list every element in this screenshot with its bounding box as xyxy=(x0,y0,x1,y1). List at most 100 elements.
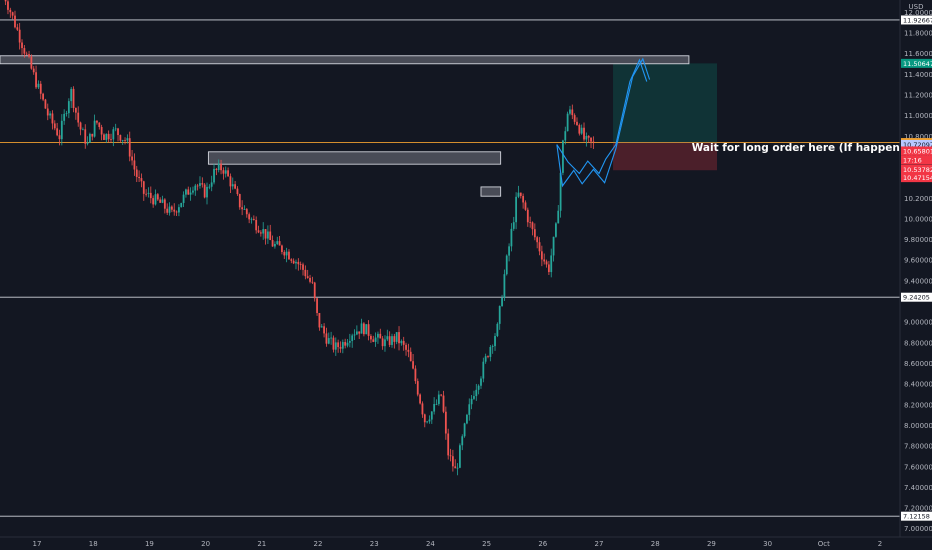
candle-body xyxy=(552,236,555,256)
candle-body xyxy=(79,122,82,130)
candle-body xyxy=(555,223,557,237)
candle-body xyxy=(346,342,349,346)
y-tick-label: 8.20000 xyxy=(904,401,932,409)
candle-body xyxy=(309,277,311,282)
candle-body xyxy=(89,133,91,143)
candle-body xyxy=(341,342,344,349)
candle-body xyxy=(259,232,262,234)
candle-body xyxy=(220,163,222,171)
candle-body xyxy=(241,207,244,210)
candle-body xyxy=(313,282,316,299)
candle-body xyxy=(210,182,213,187)
x-tick-label: 21 xyxy=(257,540,266,548)
candle-body xyxy=(550,255,553,273)
y-tick-label: 8.40000 xyxy=(904,381,932,389)
x-tick-label: 29 xyxy=(707,540,716,548)
candle-body xyxy=(508,246,510,256)
x-tick-label: 28 xyxy=(651,540,660,548)
candle-body xyxy=(255,219,258,231)
price-tag-label: 10.47154 xyxy=(903,174,932,182)
x-tick-label: 30 xyxy=(763,540,772,548)
candle-body xyxy=(100,126,103,135)
candle-body xyxy=(74,108,77,113)
candle-body xyxy=(114,128,117,130)
candle-body xyxy=(110,139,112,141)
level-tag-label: 9.24205 xyxy=(903,294,930,302)
candle-body xyxy=(428,419,431,422)
candle-body xyxy=(351,335,354,341)
candle-body xyxy=(278,241,281,246)
candle-body xyxy=(587,135,590,138)
candle-body xyxy=(119,135,122,141)
y-tick-label: 8.60000 xyxy=(904,360,932,368)
price-tag-label: 10.53782 xyxy=(903,166,932,174)
candle-body xyxy=(463,423,466,437)
projection-line xyxy=(556,57,651,188)
y-tick-label: 7.60000 xyxy=(904,463,932,471)
price-tag-label: 11.50647 xyxy=(903,60,932,68)
y-tick-label: 11.80000 xyxy=(904,30,932,38)
candle-body xyxy=(372,339,375,342)
candle-body xyxy=(559,172,562,211)
candle-body xyxy=(18,29,21,43)
candle-body xyxy=(515,196,518,223)
price-tag xyxy=(901,146,932,156)
candle-body xyxy=(477,385,480,390)
x-tick-label: 18 xyxy=(89,540,98,548)
demand-zone-1 xyxy=(207,151,502,165)
y-tick-label: 9.40000 xyxy=(904,277,932,285)
candle-body xyxy=(496,323,499,337)
candle-body xyxy=(58,135,61,140)
candle-body xyxy=(7,1,9,10)
long-position-tool[interactable] xyxy=(613,63,718,171)
candle-body xyxy=(505,255,508,275)
level-tag xyxy=(901,511,932,521)
candle-body xyxy=(11,12,14,16)
candle-body xyxy=(4,0,7,2)
candle-body xyxy=(318,312,321,328)
candle-body xyxy=(96,120,98,123)
candle-body xyxy=(117,128,119,136)
candle-body xyxy=(124,140,126,141)
candle-body xyxy=(398,332,400,344)
candle-body xyxy=(386,336,389,340)
price-scale[interactable] xyxy=(900,0,932,537)
candle-body xyxy=(395,332,398,342)
candle-body xyxy=(327,338,330,344)
candle-body xyxy=(435,403,438,405)
candle-body xyxy=(285,251,288,256)
candle-body xyxy=(276,241,279,244)
candle-body xyxy=(358,331,361,334)
candle-body xyxy=(121,140,124,141)
candle-body xyxy=(571,109,574,116)
candle-body xyxy=(348,340,351,343)
candle-body xyxy=(536,237,539,243)
candle-body xyxy=(426,421,429,423)
candle-body xyxy=(332,337,335,350)
candle-body xyxy=(266,231,269,239)
x-tick-label: 26 xyxy=(538,540,547,548)
candle-body xyxy=(430,411,433,420)
candle-body xyxy=(416,381,419,395)
candle-body xyxy=(23,48,26,54)
candle-body xyxy=(517,192,520,197)
zones[interactable] xyxy=(0,55,690,197)
candle-body xyxy=(271,240,274,247)
candle-body xyxy=(377,333,379,338)
candle-body xyxy=(292,260,295,264)
candle-body xyxy=(337,342,340,348)
candle-body xyxy=(388,336,391,345)
projection-paths[interactable] xyxy=(556,57,651,188)
candle-body xyxy=(262,229,265,234)
candle-body xyxy=(423,414,426,423)
candle-body xyxy=(201,183,204,185)
candle-body xyxy=(531,222,534,230)
candles xyxy=(4,0,595,476)
candle-body xyxy=(379,333,382,339)
candle-body xyxy=(107,133,110,140)
candle-body xyxy=(145,193,148,195)
candle-body xyxy=(360,323,363,334)
candle-body xyxy=(32,68,35,73)
